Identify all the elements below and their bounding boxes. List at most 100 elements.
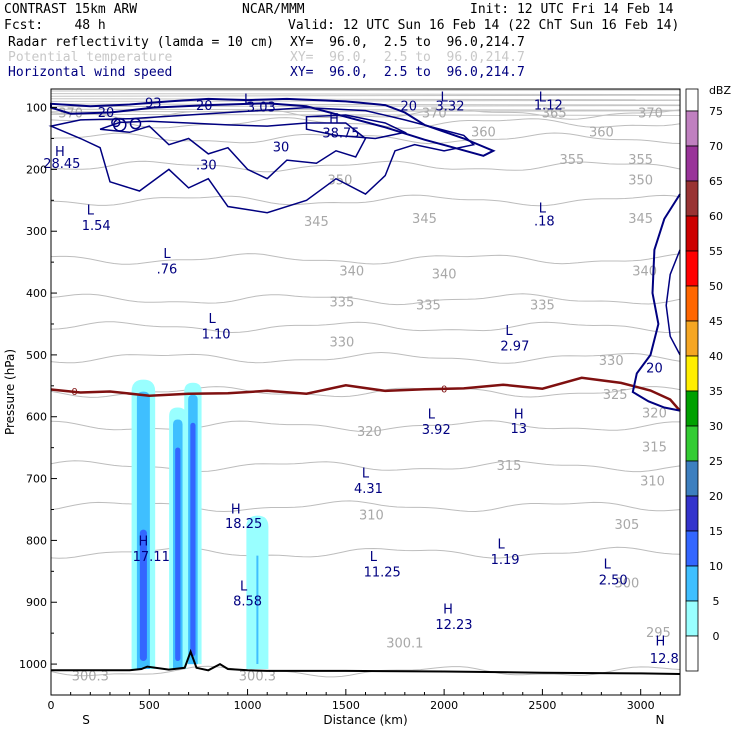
colorbar-level-label: 10 — [709, 560, 723, 573]
colorbar-level-label: 35 — [709, 385, 723, 398]
colorbar-level-label: 15 — [709, 525, 723, 538]
field-xy-wind: XY= 96.0, 2.5 to 96.0,214.7 — [290, 65, 525, 80]
theta-label: 335 — [530, 298, 555, 313]
y-tick-label: 1000 — [19, 658, 47, 671]
colorbar-swatch — [685, 145, 699, 182]
x-tick-label: 2500 — [528, 699, 556, 712]
extremum-label: 17.11 — [133, 550, 170, 565]
extremum-label: .30 — [196, 158, 217, 173]
theta-label: 335 — [329, 295, 354, 310]
theta-stratosphere-line — [51, 89, 680, 92]
theta-label: 340 — [632, 264, 657, 279]
extremum-label: 93 — [145, 97, 162, 112]
colorbar-swatch — [685, 110, 699, 147]
theta-contour-340 — [51, 293, 680, 306]
colorbar-swatch — [685, 390, 699, 427]
theta-label: 300.3 — [239, 669, 276, 684]
extremum-label: 1.12 — [534, 98, 563, 113]
extremum-label: 4.31 — [354, 482, 383, 497]
extremum-label: 13 — [511, 422, 528, 437]
theta-stratosphere-line — [51, 113, 680, 116]
extremum-label: 20 — [98, 106, 115, 121]
extremum-label: L — [498, 538, 506, 553]
colorbar-level-label: 25 — [709, 455, 723, 468]
colorbar-swatch — [685, 495, 699, 532]
x-tick-label: 0 — [48, 699, 55, 712]
freezing-level-line — [50, 376, 681, 412]
y-tick-label: 200 — [26, 163, 47, 176]
extremum-label: L — [163, 247, 171, 262]
theta-label: 345 — [412, 212, 437, 227]
field-xy-theta: XY= 96.0, 2.5 to 96.0,214.7 — [290, 50, 525, 65]
theta-stratosphere-line — [51, 105, 680, 108]
freezing-level-label: 0 — [71, 387, 77, 398]
theta-label: 355 — [559, 153, 584, 168]
colorbar-unit: dBZ — [709, 84, 732, 97]
extremum-label: 3.32 — [436, 100, 465, 115]
field-label-reflectivity: Radar reflectivity (lamda = 10 cm) — [8, 35, 275, 50]
theta-label: 325 — [603, 388, 628, 403]
y-tick-label: 400 — [26, 287, 47, 300]
theta-stratosphere-line — [51, 94, 680, 97]
theta-label: 340 — [432, 268, 457, 283]
theta-stratosphere-line — [51, 93, 680, 96]
theta-contour-320 — [51, 420, 680, 433]
extremum-label: L — [370, 550, 378, 565]
theta-label: 360 — [589, 125, 614, 140]
extremum-label: 3.03 — [247, 100, 276, 115]
theta-label: 365 — [542, 107, 567, 122]
wind-speed-contour — [99, 120, 367, 180]
extremum-label: H — [138, 534, 148, 549]
x-tick-label: 1500 — [332, 699, 360, 712]
y-tick-label: 800 — [26, 534, 47, 547]
theta-label: 370 — [638, 107, 663, 122]
theta-contour-350 — [51, 194, 680, 207]
colorbar-swatch — [685, 215, 699, 252]
colorbar-level-label: 45 — [709, 315, 723, 328]
theta-label: 345 — [304, 215, 329, 230]
theta-stratosphere-line — [51, 99, 680, 102]
y-tick-label: 100 — [26, 102, 47, 115]
wind-speed-contour — [665, 249, 681, 356]
theta-label: 315 — [642, 441, 667, 456]
y-tick-label: 600 — [26, 411, 47, 424]
y-tick-label: 300 — [26, 225, 47, 238]
theta-label: 295 — [646, 626, 671, 641]
extremum-label: H — [329, 112, 339, 127]
theta-contour-325 — [51, 386, 680, 398]
extremum-label: L — [362, 466, 370, 481]
extremum-label: L — [539, 202, 547, 217]
terrain-line — [51, 648, 681, 675]
extremum-label: L — [87, 204, 95, 219]
colorbar-level-label: 55 — [709, 245, 723, 258]
theta-label: 345 — [628, 212, 653, 227]
extremum-label: 3.92 — [422, 423, 451, 438]
colorbar-level-label: 20 — [709, 490, 723, 503]
reflectivity-core-strong — [190, 422, 196, 657]
theta-label: 360 — [471, 125, 496, 140]
colorbar-level-label: 40 — [709, 350, 723, 363]
y-tick-label: 500 — [26, 349, 47, 362]
reflectivity-core-strong — [175, 447, 181, 662]
colorbar-level-label: 50 — [709, 280, 723, 293]
colorbar-level-label: 5 — [713, 595, 720, 608]
extremum-label: 18.25 — [225, 517, 262, 532]
theta-label: 300 — [615, 577, 640, 592]
theta-contour-310 — [51, 500, 680, 513]
x-end-label-north: N — [656, 713, 665, 727]
extremum-label: 12.23 — [435, 618, 472, 633]
extremum-label: H — [443, 602, 453, 617]
freezing-level-label: 0 — [441, 384, 447, 395]
extremum-label: 28.45 — [43, 157, 80, 172]
colorbar-level-label: 30 — [709, 420, 723, 433]
extremum-label: L — [441, 90, 449, 105]
field-xy-reflectivity: XY= 96.0, 2.5 to 96.0,214.7 — [290, 35, 525, 50]
org-label: NCAR/MMM — [242, 2, 305, 17]
theta-label: 330 — [329, 336, 354, 351]
theta-label: 320 — [642, 407, 667, 422]
wind-speed-contour — [129, 117, 142, 130]
extremum-label: L — [604, 557, 612, 572]
theta-stratosphere-line — [51, 103, 680, 106]
colorbar-swatch — [685, 180, 699, 217]
extremum-label: 30 — [273, 141, 290, 156]
